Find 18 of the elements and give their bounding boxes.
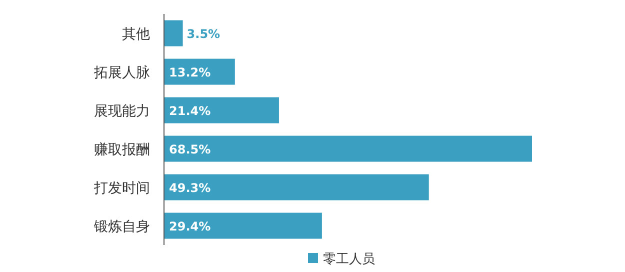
y-tick-label: 其他	[122, 26, 150, 42]
data-label: 3.5%	[186, 26, 220, 41]
y-tick-label: 展现能力	[94, 103, 150, 120]
data-label: 13.2%	[169, 65, 211, 80]
bar	[164, 97, 279, 124]
y-tick-label: 赚取报酬	[94, 142, 150, 158]
data-label: 21.4%	[169, 104, 211, 118]
bar	[164, 136, 532, 162]
data-label: 68.5%	[169, 142, 211, 156]
y-tick-label: 打发时间	[93, 180, 150, 196]
bar	[164, 174, 429, 200]
y-tick-label: 锻炼自身	[93, 218, 150, 235]
data-label: 49.3%	[169, 180, 211, 195]
y-tick-label: 拓展人脉	[93, 64, 150, 81]
legend-label: 零工人员	[323, 252, 375, 267]
bar	[164, 20, 183, 46]
data-label: 29.4%	[169, 219, 211, 234]
bar	[164, 212, 322, 239]
